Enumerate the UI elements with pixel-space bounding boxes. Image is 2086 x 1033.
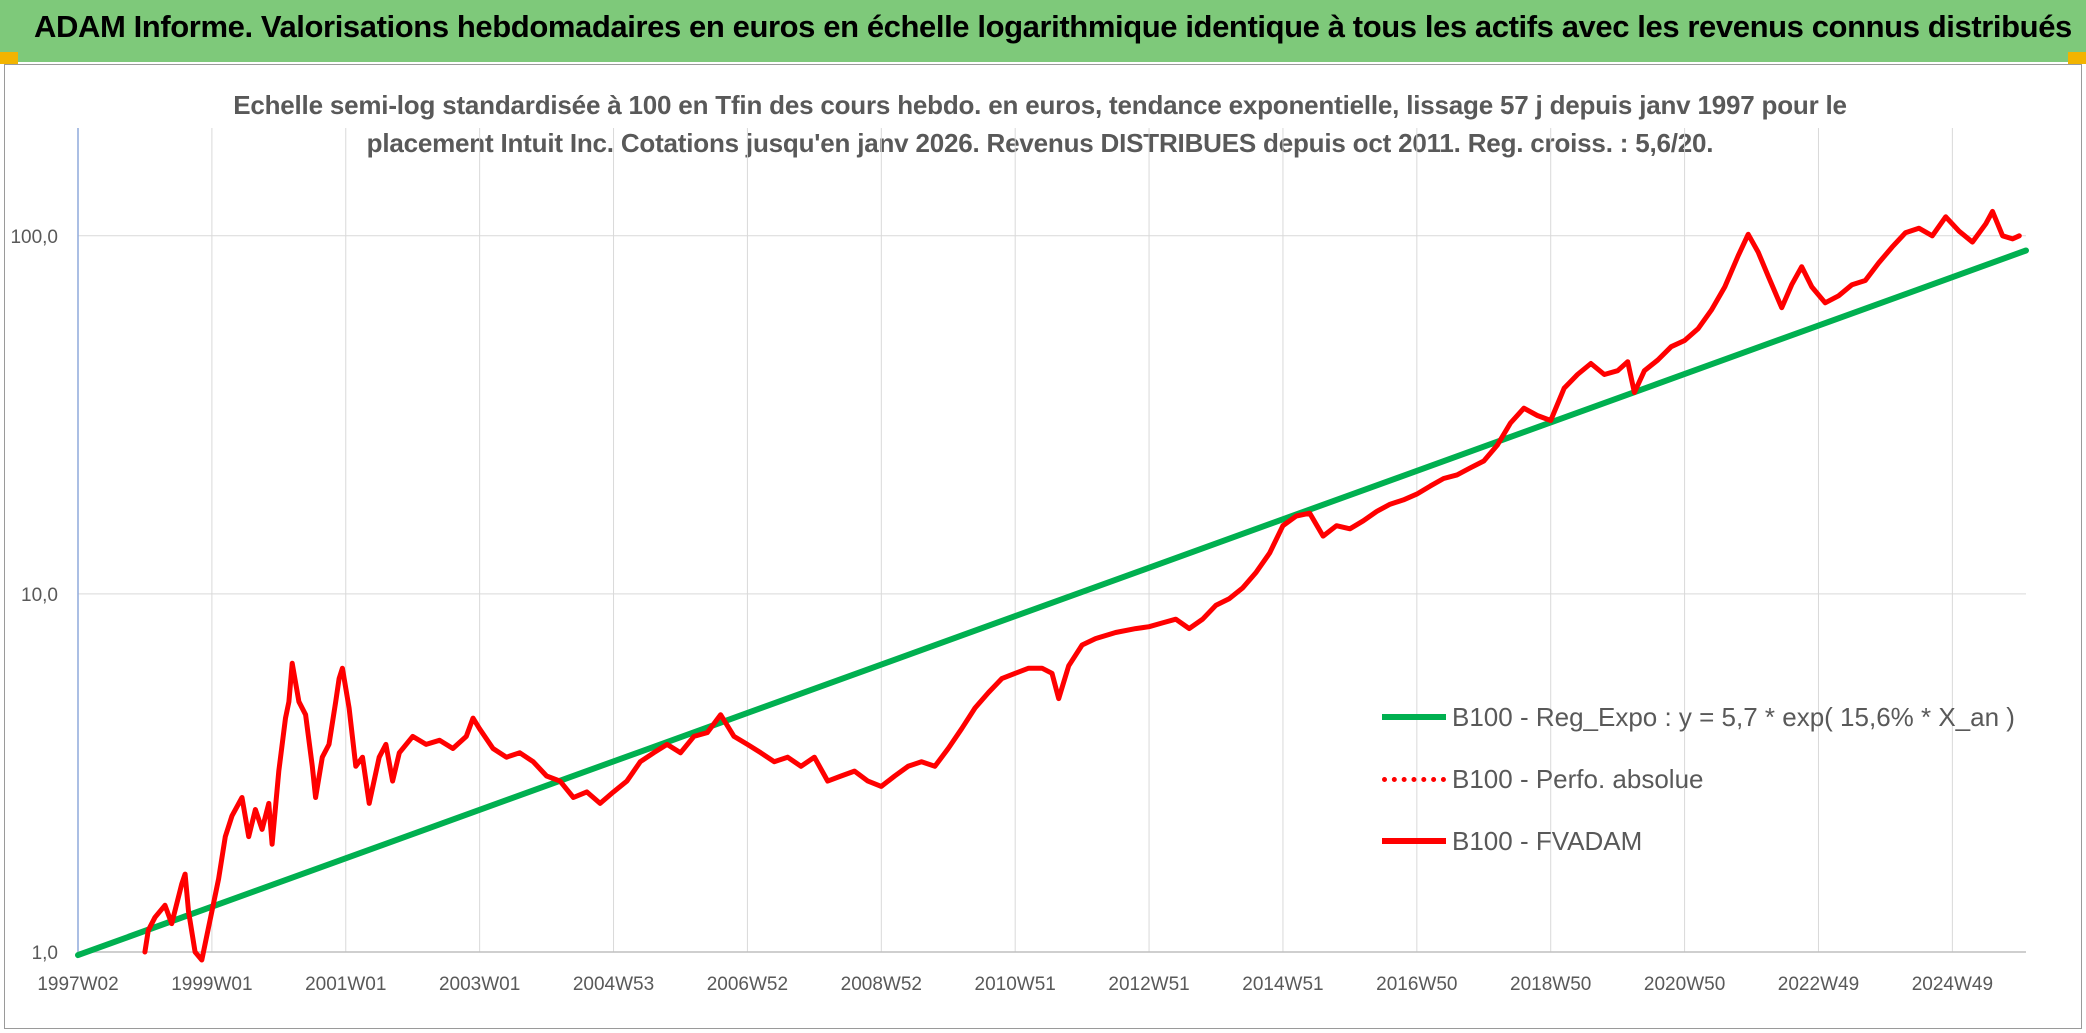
x-tick-label: 2004W53: [573, 974, 654, 995]
x-tick-label: 2022W49: [1778, 974, 1859, 995]
x-tick-label: 2024W49: [1912, 974, 1993, 995]
legend-item-perfo: B100 - Perfo. absolue: [1382, 748, 2015, 810]
x-tick-label: 1997W02: [37, 974, 118, 995]
corner-marker-left: [0, 52, 18, 64]
y-tick-label: 1,0: [32, 943, 58, 964]
chart-title: Echelle semi-log standardisée à 100 en T…: [170, 86, 1910, 162]
tick-labels: 1,0 10,0 100,0 1997W02 1999W01 2001W01 2003W01…: [10, 227, 1993, 995]
x-tick-label: 2001W01: [305, 974, 386, 995]
y-tick-label: 100,0: [10, 227, 58, 248]
report-banner: ADAM Informe. Valorisations hebdomadaire…: [0, 0, 2086, 62]
legend-swatch-perfo: [1382, 776, 1446, 782]
x-tick-label: 2014W51: [1242, 974, 1323, 995]
x-tick-label: 2018W50: [1510, 974, 1591, 995]
x-tick-label: 2003W01: [439, 974, 520, 995]
x-tick-label: 2012W51: [1108, 974, 1189, 995]
x-tick-label: 2020W50: [1644, 974, 1725, 995]
fvadam-line: [142, 208, 2022, 963]
legend-label-trend: B100 - Reg_Expo : y = 5,7 * exp( 15,6% *…: [1452, 701, 2015, 732]
axes: [77, 128, 2026, 953]
trend-line: [75, 247, 2029, 959]
series-layer: [75, 208, 2029, 963]
legend-item-fvadam: B100 - FVADAM: [1382, 810, 2015, 872]
chart-title-line-1: Echelle semi-log standardisée à 100 en T…: [233, 90, 1847, 120]
legend-label-fvadam: B100 - FVADAM: [1452, 825, 1643, 856]
x-tick-label: 1999W01: [171, 974, 252, 995]
x-tick-label: 2008W52: [841, 974, 922, 995]
legend-item-trend: B100 - Reg_Expo : y = 5,7 * exp( 15,6% *…: [1382, 686, 2015, 748]
legend: B100 - Reg_Expo : y = 5,7 * exp( 15,6% *…: [1382, 686, 2015, 872]
chart-title-line-2: placement Intuit Inc. Cotations jusqu'en…: [366, 128, 1714, 158]
x-tick-label: 2006W52: [707, 974, 788, 995]
x-tick-label: 2016W50: [1376, 974, 1457, 995]
corner-marker-right: [2068, 52, 2086, 64]
legend-swatch-fvadam: [1382, 838, 1446, 844]
chart-frame: [4, 64, 2082, 1029]
legend-swatch-trend: [1382, 714, 1446, 720]
legend-label-perfo: B100 - Perfo. absolue: [1452, 763, 1704, 794]
y-tick-label: 10,0: [21, 585, 58, 606]
report-title: ADAM Informe. Valorisations hebdomadaire…: [34, 9, 2072, 44]
x-tick-label: 2010W51: [975, 974, 1056, 995]
